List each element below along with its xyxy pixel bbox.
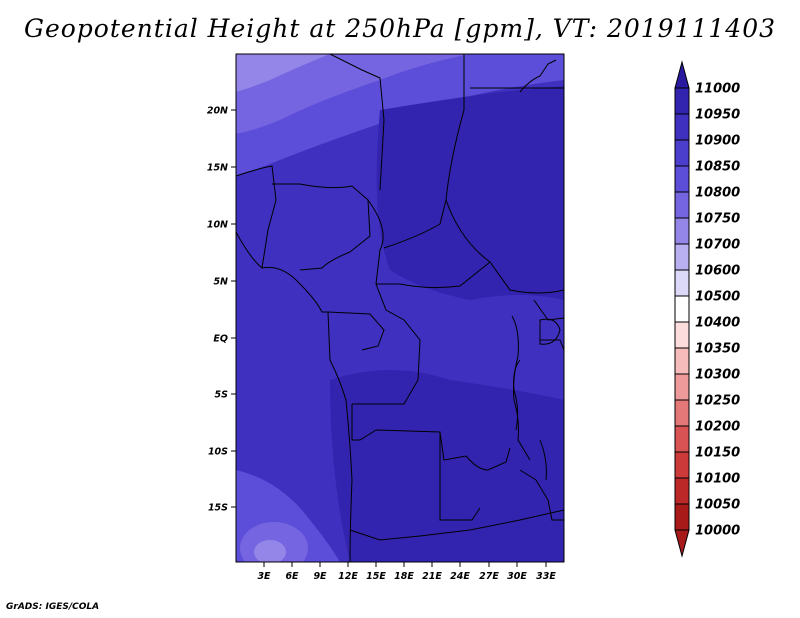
colorbar-label: 10850 — [695, 160, 740, 175]
x-tick-label: 18E — [394, 571, 414, 582]
x-tick-label: 30E — [507, 571, 527, 582]
border-chad-sudan — [445, 54, 564, 294]
x-tick-label: 27E — [479, 571, 499, 582]
colorbar-label: 10200 — [695, 420, 740, 435]
colorbar-swatch — [674, 373, 690, 401]
x-tick-label: 15E — [366, 571, 386, 582]
colorbar-label: 10900 — [695, 134, 740, 149]
y-tick-label: 20N — [207, 106, 228, 117]
y-tick-label: 15N — [207, 163, 228, 174]
colorbar-swatch — [674, 451, 690, 479]
colorbar-label: 10400 — [695, 316, 740, 331]
y-axis: 20N 15N 10N 5N EQ 5S 10S 15S — [207, 106, 236, 514]
border-nigeria — [272, 183, 371, 271]
border-niger-chad — [329, 54, 385, 191]
colorbar-label: 10800 — [695, 186, 740, 201]
colorbar-label: 10100 — [695, 472, 740, 487]
border-drc-angola — [351, 404, 511, 471]
field-band-10750 — [236, 54, 470, 134]
colorbar-swatch — [674, 191, 690, 219]
border-uganda-kenya — [533, 299, 564, 321]
map-frame — [235, 53, 565, 563]
border-gabon — [327, 311, 385, 351]
x-axis: 3E 6E 9E 12E 15E 18E 21E 24E 27E 30E 33E — [257, 562, 556, 582]
x-tick-label: 24E — [450, 571, 470, 582]
border-malawi — [519, 469, 564, 521]
lake-tanganyika — [513, 359, 521, 431]
field-band-10700 — [236, 54, 330, 92]
colorbar: 11000 10950 10900 10850 10800 10750 10700 10600… — [674, 60, 740, 558]
field-band-10900 — [376, 86, 564, 300]
y-tick-label: 10S — [208, 447, 228, 458]
map-title: Geopotential Height at 250hPa [gpm], VT:… — [23, 14, 777, 43]
colorbar-label: 10600 — [695, 264, 740, 279]
colorbar-swatch — [674, 477, 690, 505]
colorbar-top-arrow — [674, 60, 690, 89]
colorbar-swatch — [674, 87, 690, 115]
y-tick-label: 15S — [208, 503, 228, 514]
colorbar-swatch — [674, 503, 690, 531]
colorbar-label: 10300 — [695, 368, 740, 383]
colorbar-label: 10050 — [695, 498, 740, 513]
field-band-10900-south — [330, 370, 564, 562]
border-car — [367, 199, 491, 289]
border-chad-car — [383, 199, 447, 249]
colorbar-swatch — [674, 321, 690, 349]
colorbar-swatch — [674, 243, 690, 271]
y-tick-label: 5S — [215, 390, 229, 401]
y-tick-label: 10N — [207, 220, 228, 231]
colorbar-swatch — [674, 165, 690, 193]
colorbar-label: 11000 — [695, 82, 740, 97]
colorbar-swatch — [674, 295, 690, 323]
x-tick-label: 6E — [285, 571, 299, 582]
colorbar-label: 10500 — [695, 290, 740, 305]
x-tick-label: 21E — [422, 571, 442, 582]
colorbar-swatch — [674, 399, 690, 427]
y-tick-label: EQ — [213, 334, 228, 345]
y-tick-label: 5N — [213, 277, 228, 288]
grads-credit: GrADS: IGES/COLA — [6, 602, 100, 612]
border-kenya-tanzania — [540, 339, 564, 351]
height-field — [236, 54, 564, 562]
x-tick-label: 9E — [313, 571, 327, 582]
coast-red-sea — [519, 59, 557, 93]
colorbar-swatch — [674, 425, 690, 453]
colorbar-swatch — [674, 113, 690, 141]
lake-malawi — [539, 439, 547, 481]
border-namibia — [349, 509, 564, 541]
colorbar-label: 10950 — [695, 108, 740, 123]
colorbar-label: 10000 — [695, 524, 740, 539]
x-tick-label: 3E — [257, 571, 271, 582]
border-angola-zambia — [439, 432, 481, 521]
x-tick-label: 33E — [536, 571, 556, 582]
boundaries — [236, 54, 564, 562]
lake-victoria — [539, 318, 561, 345]
colorbar-label: 10250 — [695, 394, 740, 409]
colorbar-swatch — [674, 139, 690, 167]
colorbar-swatch — [674, 347, 690, 375]
colorbar-label: 10150 — [695, 446, 740, 461]
border-niger-mali — [236, 165, 277, 269]
field-band-10700-sw — [254, 540, 286, 562]
colorbar-bottom-arrow — [674, 529, 690, 558]
colorbar-swatch — [674, 269, 690, 297]
colorbar-label: 10350 — [695, 342, 740, 357]
colorbar-swatch — [674, 217, 690, 245]
colorbar-label: 10700 — [695, 238, 740, 253]
border-congo — [352, 283, 421, 405]
x-tick-label: 12E — [338, 571, 358, 582]
colorbar-label: 10750 — [695, 212, 740, 227]
